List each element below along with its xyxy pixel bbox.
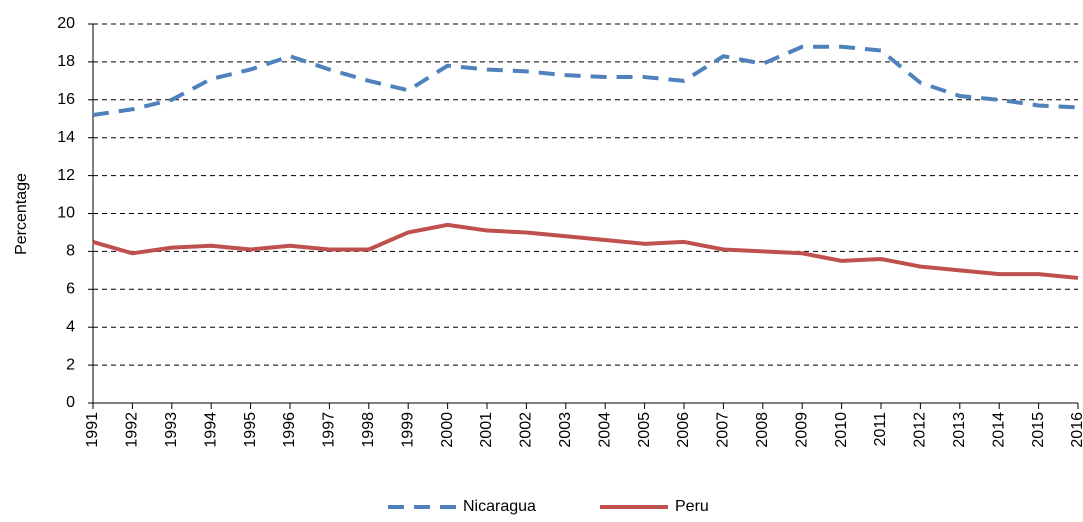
y-tick-label: 8 bbox=[66, 243, 75, 260]
x-tick-label: 2007 bbox=[715, 412, 732, 448]
x-tick-label: 2014 bbox=[990, 412, 1007, 448]
x-tick-label: 2012 bbox=[912, 412, 929, 448]
x-tick-label: 1994 bbox=[202, 412, 219, 448]
x-tick-label: 1995 bbox=[242, 412, 259, 448]
x-tick-label: 2004 bbox=[596, 412, 613, 448]
x-tick-label: 2003 bbox=[557, 412, 574, 448]
x-tick-label: 2011 bbox=[872, 412, 889, 447]
x-tick-label: 1992 bbox=[124, 412, 141, 448]
x-tick-label: 2015 bbox=[1030, 412, 1047, 448]
x-tick-label: 2001 bbox=[478, 412, 495, 448]
x-tick-label: 2006 bbox=[675, 412, 692, 448]
x-tick-label: 2000 bbox=[439, 412, 456, 448]
legend-label: Nicaragua bbox=[463, 498, 536, 515]
x-tick-label: 1996 bbox=[281, 412, 298, 448]
x-tick-label: 2009 bbox=[793, 412, 810, 448]
x-tick-label: 1999 bbox=[399, 412, 416, 448]
y-tick-label: 2 bbox=[66, 356, 75, 373]
x-tick-label: 2002 bbox=[518, 412, 535, 448]
legend-label: Peru bbox=[675, 498, 709, 515]
x-tick-label: 2008 bbox=[754, 412, 771, 448]
series-line bbox=[92, 44, 1079, 117]
x-tick-label: 2005 bbox=[636, 412, 653, 448]
series-line bbox=[92, 222, 1079, 280]
x-tick-label: 2016 bbox=[1069, 412, 1083, 448]
y-tick-label: 16 bbox=[57, 91, 75, 108]
x-tick-label: 1997 bbox=[321, 412, 338, 448]
x-tick-label: 1998 bbox=[360, 412, 377, 448]
y-tick-label: 14 bbox=[57, 129, 75, 146]
y-tick-label: 6 bbox=[66, 281, 75, 298]
y-tick-label: 18 bbox=[57, 53, 75, 70]
y-axis-label: Percentage bbox=[13, 173, 30, 255]
y-tick-label: 4 bbox=[66, 318, 75, 335]
x-tick-label: 2010 bbox=[833, 412, 850, 448]
x-tick-label: 1993 bbox=[163, 412, 180, 448]
y-tick-label: 12 bbox=[57, 167, 75, 184]
x-tick-label: 1991 bbox=[84, 412, 101, 448]
y-tick-label: 10 bbox=[57, 205, 75, 222]
y-tick-label: 20 bbox=[57, 15, 75, 32]
y-tick-label: 0 bbox=[66, 394, 75, 411]
x-tick-label: 2013 bbox=[951, 412, 968, 448]
